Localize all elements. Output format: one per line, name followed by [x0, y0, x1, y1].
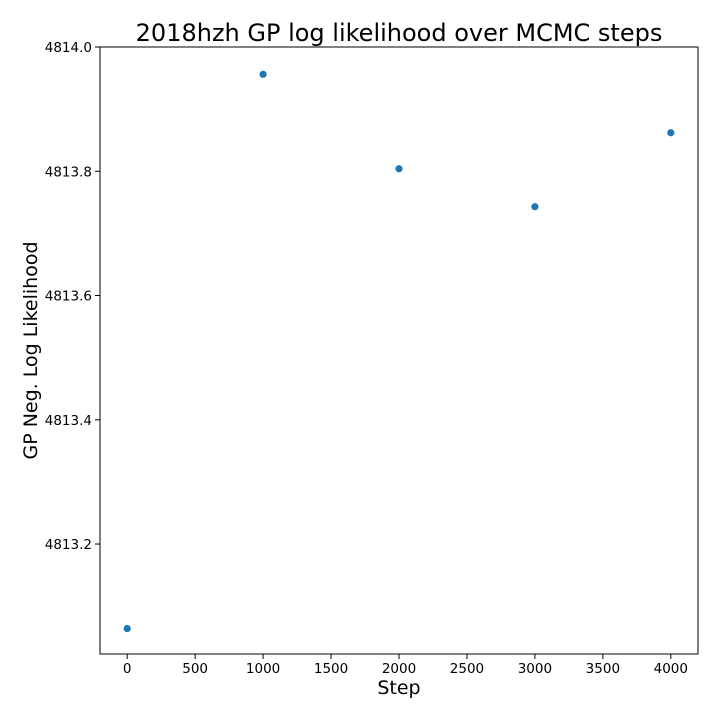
y-tick-label: 4813.2 — [45, 537, 92, 553]
plot-area: 0 500 1000 1500 2000 2500 3000 3500 4000 4813.24… — [45, 40, 699, 677]
x-tick-label: 2000 — [382, 661, 416, 677]
data-point — [395, 165, 403, 173]
data-point — [259, 70, 267, 78]
data-point — [667, 129, 675, 137]
x-axis: 0 500 1000 1500 2000 2500 3000 3500 4000 — [123, 654, 688, 677]
x-axis-label: Step — [377, 677, 420, 699]
x-tick-label: 3500 — [586, 661, 620, 677]
x-tick-label: 0 — [123, 661, 132, 677]
y-axis-label: GP Neg. Log Likelihood — [20, 241, 42, 459]
x-tick-label: 2500 — [450, 661, 484, 677]
chart-title: 2018hzh GP log likelihood over MCMC step… — [136, 19, 663, 47]
x-tick-label: 1500 — [314, 661, 348, 677]
y-tick-label: 4814.0 — [45, 40, 92, 56]
x-tick-label: 500 — [182, 661, 208, 677]
y-tick-label: 4813.8 — [45, 164, 92, 180]
y-axis: 4813.2 4813.4 4813.6 4813.8 4814.0 — [45, 40, 100, 553]
axes-frame — [99, 46, 699, 655]
data-point — [123, 624, 131, 633]
y-tick-label: 4813.4 — [45, 413, 92, 429]
x-tick-label: 1000 — [246, 661, 280, 677]
x-tick-label: 4000 — [654, 661, 688, 677]
y-tick-label: 4813.6 — [45, 289, 92, 305]
data-point — [531, 203, 539, 211]
x-tick-label: 3000 — [518, 661, 552, 677]
data-points — [123, 70, 675, 633]
